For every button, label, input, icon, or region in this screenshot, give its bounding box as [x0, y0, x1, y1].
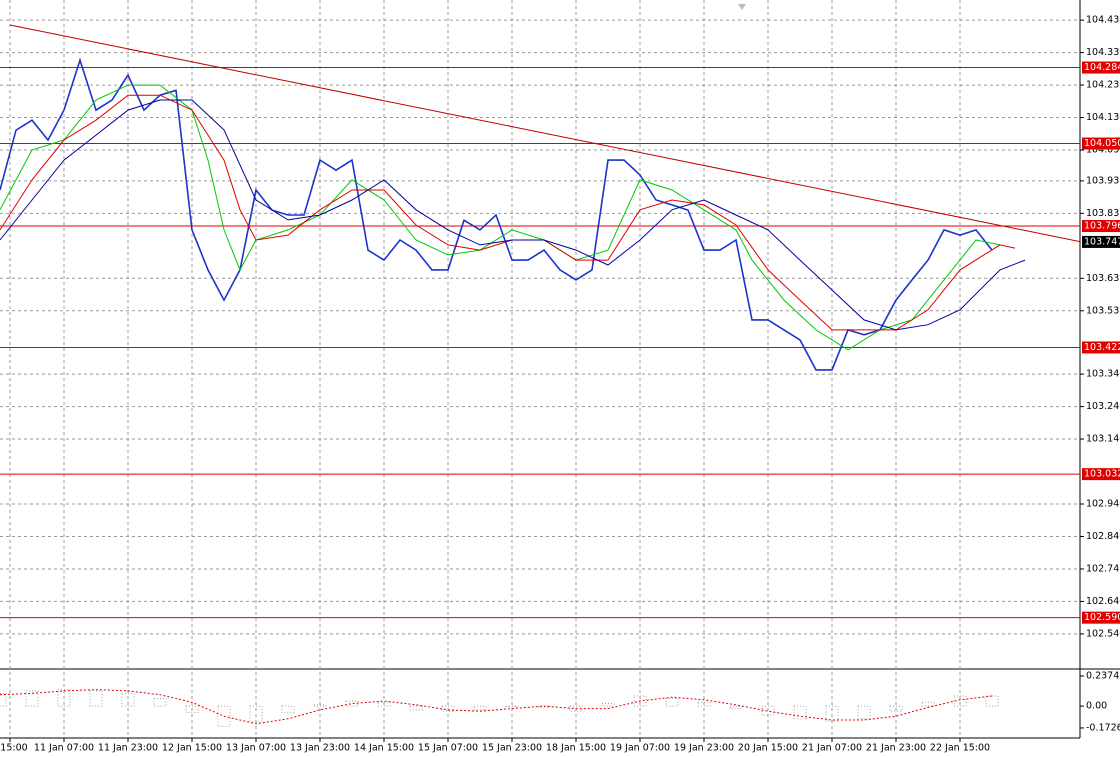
x-tick-label: 13 Jan 07:00 [226, 743, 286, 754]
y-tick-label: 103.835 [1086, 208, 1120, 219]
x-tick-label: 13 Jan 23:00 [290, 743, 350, 754]
moving-average [0, 99, 1026, 331]
x-tick-label: 11 Jan 07:00 [34, 743, 94, 754]
histogram-bar [921, 701, 935, 707]
histogram-bar [601, 703, 615, 707]
histogram-bar [697, 701, 711, 707]
y-tick-label: 102.840 [1086, 531, 1120, 542]
x-tick-label: 21 Jan 07:00 [802, 743, 862, 754]
level-label: 103.796 [1084, 221, 1120, 232]
y-tick-label: 104.330 [1086, 47, 1120, 58]
y-tick-label: 103.140 [1086, 434, 1120, 445]
y-tick-label: 102.740 [1086, 563, 1120, 574]
histogram-bar [249, 705, 263, 722]
level-label: 103.422 [1084, 342, 1120, 353]
histogram-bar [729, 705, 743, 710]
histogram-bar [889, 705, 903, 712]
x-tick-label: 21 Jan 23:00 [866, 743, 926, 754]
x-tick-label: 15:00 [0, 743, 27, 754]
moving-average [0, 94, 1016, 331]
x-tick-label: 11 Jan 23:00 [98, 743, 158, 754]
histogram-bar [57, 689, 71, 707]
y-tick-label: 0.2374 [1086, 671, 1119, 682]
y-tick-label: 103.635 [1086, 273, 1120, 284]
level-label-box [1082, 137, 1120, 150]
x-tick-label: 22 Jan 15:00 [930, 743, 990, 754]
y-tick-label: 104.030 [1086, 145, 1120, 156]
x-tick-label: 19 Jan 23:00 [674, 743, 734, 754]
level-label: 104.050 [1084, 138, 1120, 149]
x-tick-label: 18 Jan 15:00 [546, 743, 606, 754]
x-tick-label: 14 Jan 15:00 [354, 743, 414, 754]
histogram-bar [505, 705, 519, 708]
histogram-bar [121, 692, 135, 707]
y-tick-label: 103.935 [1086, 175, 1120, 186]
histogram-bar [0, 692, 7, 707]
histogram-bar [313, 704, 327, 707]
y-tick-label: 102.540 [1086, 628, 1120, 639]
level-label: 102.590 [1084, 612, 1120, 623]
y-tick-label: 103.240 [1086, 401, 1120, 412]
histogram-bar [857, 705, 871, 720]
histogram-bar [25, 690, 39, 707]
x-tick-label: 20 Jan 15:00 [738, 743, 798, 754]
histogram-bar [473, 705, 487, 711]
histogram-bar [217, 705, 231, 727]
y-tick-label: 0.00 [1086, 701, 1107, 712]
histogram-bar [409, 705, 423, 711]
histogram-bar [185, 705, 199, 713]
last-price-label: 103.747 [1084, 236, 1120, 247]
histogram-bar [89, 690, 103, 707]
x-tick-label: 19 Jan 07:00 [610, 743, 670, 754]
x-tick-label: 15 Jan 23:00 [482, 743, 542, 754]
level-label: 103.032 [1084, 469, 1120, 480]
histogram-bar [569, 705, 583, 712]
level-label-box [1082, 611, 1120, 624]
trend-line [9, 24, 1081, 243]
histogram-bar [633, 695, 647, 707]
price-line [0, 57, 993, 371]
histogram-bar [281, 705, 295, 713]
histogram-bar [953, 695, 967, 707]
level-label-box [1082, 61, 1120, 74]
y-tick-label: 104.430 [1086, 15, 1120, 26]
x-tick-label: 12 Jan 15:00 [162, 743, 222, 754]
signal-line [0, 689, 993, 725]
histogram-bar [377, 701, 391, 707]
histogram-bar [985, 695, 999, 707]
histogram-bar [153, 697, 167, 707]
histogram-bar [345, 700, 359, 707]
x-tick-label: 15 Jan 07:00 [418, 743, 478, 754]
level-label-box [1082, 341, 1120, 354]
histogram-bar [441, 705, 455, 712]
y-tick-label: 104.230 [1086, 80, 1120, 91]
y-tick-label: 103.340 [1086, 369, 1120, 380]
y-tick-label: 104.130 [1086, 112, 1120, 123]
last-price-box [1082, 235, 1120, 248]
y-tick-label: 103.535 [1086, 305, 1120, 316]
histogram-bar [665, 697, 679, 707]
histogram-bar [825, 705, 839, 722]
y-tick-label: 102.640 [1086, 596, 1120, 607]
histogram-bar [793, 705, 807, 720]
level-label-box [1082, 220, 1120, 233]
plot-background [0, 0, 1080, 738]
y-tick-label: -0.1726 [1086, 722, 1120, 733]
y-tick-label: 102.940 [1086, 499, 1120, 510]
histogram-bar [761, 705, 775, 716]
shift-marker [738, 4, 746, 10]
level-label-box [1082, 468, 1120, 481]
level-label: 104.284 [1084, 62, 1120, 73]
